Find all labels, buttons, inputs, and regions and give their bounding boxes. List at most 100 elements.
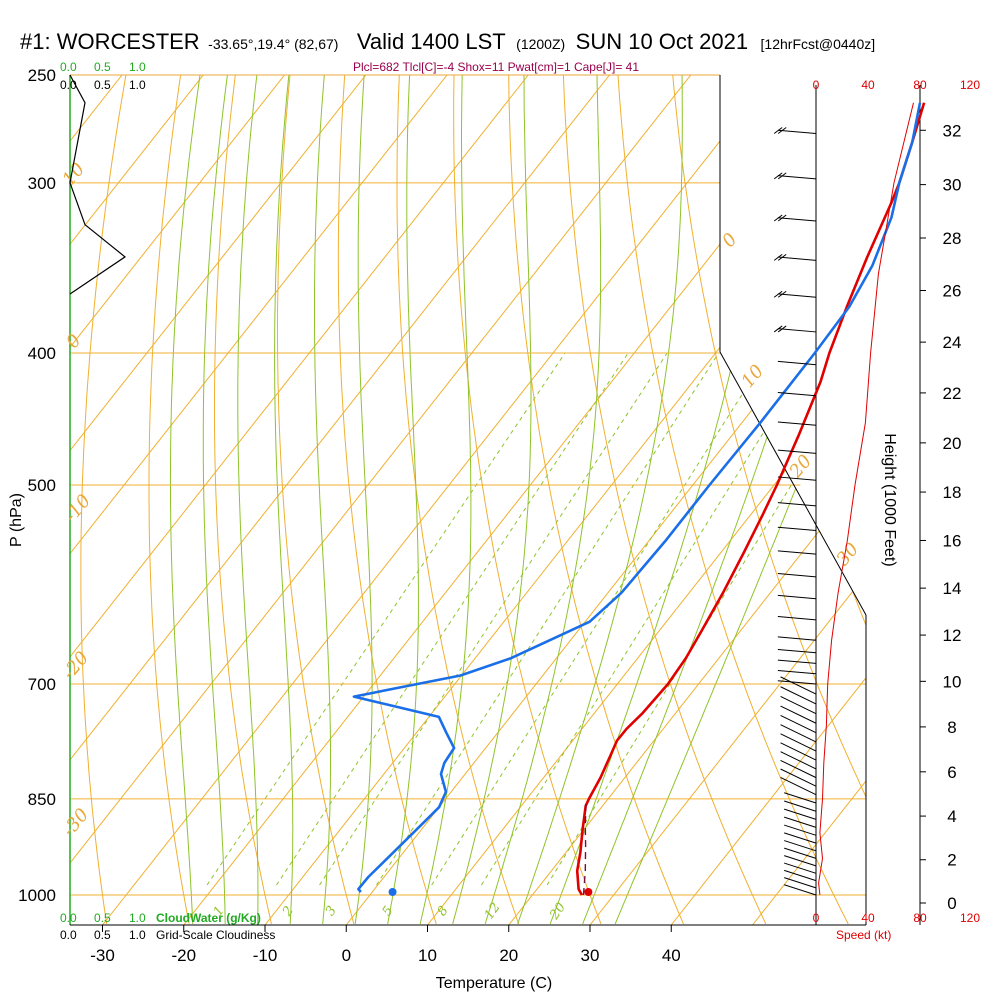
speed-tick-top-3: 120 <box>960 78 980 92</box>
stability-indices: Plcl=682 Tlcl[C]=-4 Shox=11 Pwat[cm]=1 C… <box>353 60 639 74</box>
wind-barb <box>780 686 817 705</box>
wind-barb-staff <box>784 824 817 836</box>
valid-time: Valid 1400 LST <box>357 29 506 54</box>
height-tick-label: 6 <box>947 763 956 782</box>
speed-axis-label: Speed (kt) <box>836 928 891 942</box>
wind-barb-staff <box>780 724 817 743</box>
mixing-ratio-8 <box>431 352 769 886</box>
height-tick-label: 8 <box>947 718 956 737</box>
speed-axis-bottom: 0 40 80 120 Speed (kt) <box>813 911 981 942</box>
y-axis-title: P (hPa) <box>8 493 25 547</box>
pressure-tick-label: 250 <box>28 66 56 85</box>
speed-tick-top-0: 0 <box>813 78 820 92</box>
wind-barb-feather <box>777 214 787 222</box>
cloudwater-tick-bottom-1: 0.5 <box>94 911 111 925</box>
wind-barb-staff <box>784 884 817 896</box>
wind-barb-staff <box>784 847 817 859</box>
wind-barb-staff <box>777 328 817 333</box>
wind-barb-staff <box>780 742 817 761</box>
isotherm--30 <box>102 75 773 925</box>
wind-barb <box>784 792 817 804</box>
wind-barb-feather <box>777 325 787 333</box>
cloudwater-tick-bottom-2: 1.0 <box>129 911 146 925</box>
wind-barb <box>784 800 817 812</box>
height-tick-label: 24 <box>943 333 962 352</box>
x-tick-label: 30 <box>581 946 600 965</box>
isotherm-0 <box>345 75 866 925</box>
cloudwater-tick-bottom-0: 0.0 <box>60 911 77 925</box>
wind-barb <box>784 832 817 844</box>
cloudwater-tick-top-2: 1.0 <box>129 60 146 74</box>
wind-barb-staff <box>777 217 817 222</box>
valid-zulu: (1200Z) <box>516 36 565 52</box>
wind-barb-feather <box>773 172 783 180</box>
surface-dewpoint-point <box>388 888 397 896</box>
wind-barb-staff <box>777 659 817 664</box>
wind-barb-staff <box>777 616 817 621</box>
wind-barb <box>784 816 817 828</box>
wind-barb <box>773 290 817 298</box>
wind-barb-staff <box>777 680 817 685</box>
height-tick-label: 4 <box>947 807 956 826</box>
moist-adiabat-4 <box>354 75 373 924</box>
wind-barb-feather <box>773 290 783 298</box>
x-tick-label: 20 <box>499 946 518 965</box>
forecast-run: [12hrFcst@0440z] <box>761 36 876 52</box>
parcel-path <box>582 802 587 896</box>
cloudiness-tick-top-2: 1.0 <box>129 78 146 92</box>
wind-barb-staff <box>780 759 817 779</box>
cloudwater-legend-bottom: 0.0 0.5 1.0 CloudWater (g/Kg) <box>60 911 261 925</box>
wind-barb-staff <box>780 696 817 715</box>
wind-barb-staff <box>780 686 817 705</box>
wind-barb <box>784 840 817 852</box>
pressure-tick-label: 850 <box>28 790 56 809</box>
mixing-ratio-lines <box>206 352 866 886</box>
speed-tick-bottom-2: 80 <box>913 911 927 925</box>
wind-barb <box>784 884 817 896</box>
wind-barb <box>784 824 817 836</box>
height-tick-label: 26 <box>943 282 962 301</box>
height-tick-label: 14 <box>943 579 962 598</box>
cloudiness-legend-bottom: 0.0 0.5 1.0 Grid-Scale Cloudiness <box>60 928 275 942</box>
dry-adiabat-40 <box>508 75 684 925</box>
wind-barb-staff <box>784 877 817 889</box>
cloudiness-tick-bottom-1: 0.5 <box>94 928 111 942</box>
speed-tick-bottom-1: 40 <box>861 911 875 925</box>
wind-barb-staff <box>777 421 817 426</box>
wind-barb-staff <box>780 705 817 724</box>
wind-barb-staff <box>777 550 817 555</box>
wind-barb <box>773 172 817 180</box>
wind-barb-feather <box>773 214 783 222</box>
wind-barb-staff <box>784 832 817 844</box>
cloudwater-tick-top-1: 0.5 <box>94 60 111 74</box>
isotherm-40 <box>670 75 866 925</box>
x-tick-label: 0 <box>342 946 351 965</box>
wind-barb <box>780 724 817 743</box>
wind-barb-staff <box>784 840 817 852</box>
dry-adiabat-70 <box>670 75 866 925</box>
wind-barb-feather <box>773 127 783 134</box>
wind-barb-staff <box>777 256 817 261</box>
dry-adiabat-30 <box>453 75 602 925</box>
wind-barb <box>777 648 817 654</box>
wind-barb <box>777 669 817 675</box>
x-tick-label: 10 <box>418 946 437 965</box>
x-axis-title: Temperature (C) <box>436 975 552 992</box>
wind-barb-staff <box>777 391 817 397</box>
x-tick-label: -10 <box>253 946 278 965</box>
wind-barb <box>784 877 817 889</box>
height-tick-label: 22 <box>943 384 962 403</box>
wind-barb <box>777 360 817 366</box>
wind-barb-staff <box>780 676 817 695</box>
pressure-tick-label: 1000 <box>18 886 56 905</box>
wind-barb <box>777 391 817 397</box>
height-tick-label: 2 <box>947 851 956 870</box>
wind-barb <box>777 616 817 621</box>
wind-barb-staff <box>780 768 817 787</box>
moist-adiabat-0 <box>314 75 331 924</box>
wind-barb <box>780 777 817 796</box>
mixing-ratio-5 <box>376 352 719 886</box>
wind-barb-staff <box>784 862 817 874</box>
wind-barb-staff <box>777 669 817 675</box>
wind-barb <box>784 855 817 867</box>
